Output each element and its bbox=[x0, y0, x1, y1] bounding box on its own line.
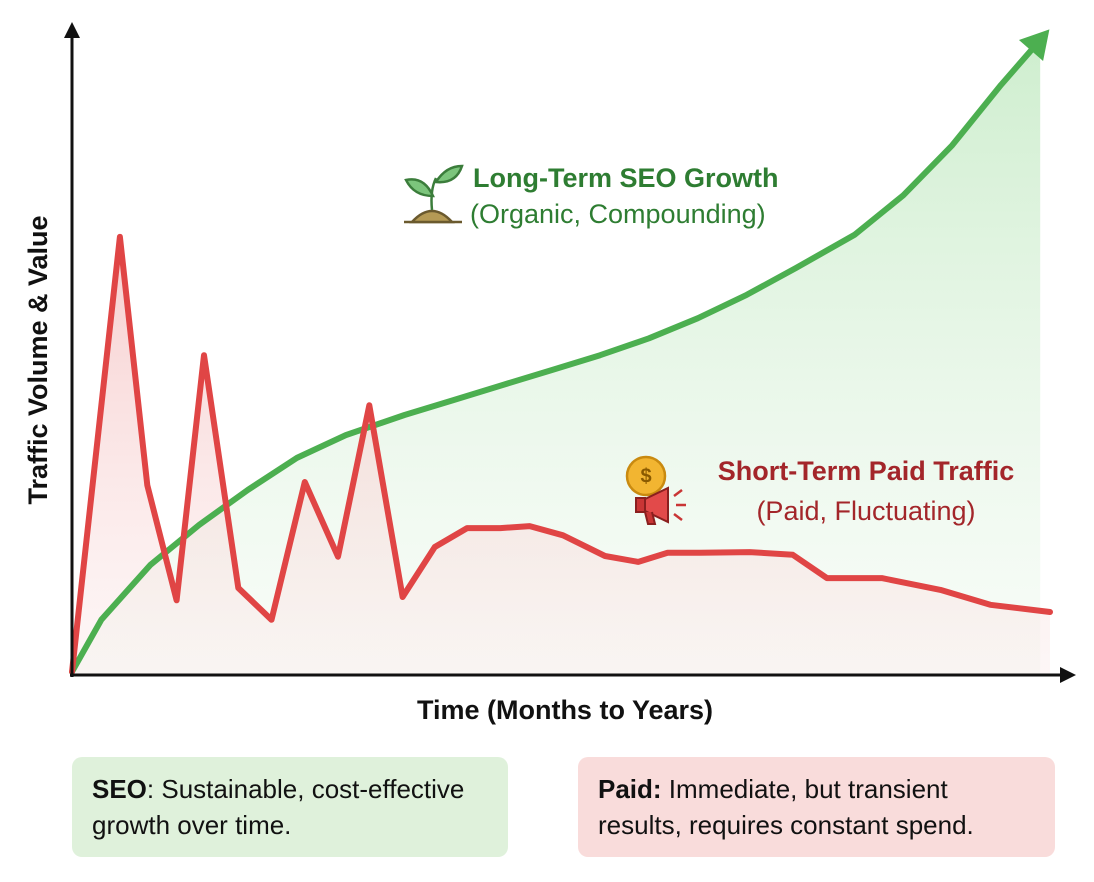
svg-text:$: $ bbox=[640, 465, 651, 487]
note-bold: Paid: bbox=[598, 774, 662, 804]
note-text: Immediate, but transient results, requir… bbox=[598, 774, 974, 840]
seo-sublabel: (Organic, Compounding) bbox=[470, 199, 766, 229]
note-bold: SEO bbox=[92, 774, 147, 804]
note-text: : Sustainable, cost-effective growth ove… bbox=[92, 774, 465, 840]
x-axis-label: Time (Months to Years) bbox=[417, 695, 713, 725]
line bbox=[69, 37, 1044, 675]
y-axis-arrow bbox=[64, 22, 80, 38]
y-axis-label: Traffic Volume & Value bbox=[23, 215, 53, 504]
line bbox=[69, 233, 1053, 675]
seo-label: Long-Term SEO Growth bbox=[473, 163, 779, 193]
paid-icon: $ bbox=[625, 455, 686, 525]
paid-label: Short-Term Paid Traffic bbox=[718, 456, 1015, 486]
seo-note: SEO: Sustainable, cost-effective growth … bbox=[72, 757, 508, 857]
paid-sublabel: (Paid, Fluctuating) bbox=[756, 496, 975, 526]
x-axis-arrow bbox=[1060, 667, 1076, 683]
seedling-icon bbox=[404, 164, 464, 224]
line-arrowhead bbox=[1018, 29, 1050, 62]
paid-note: Paid: Immediate, but transient results, … bbox=[578, 757, 1055, 857]
